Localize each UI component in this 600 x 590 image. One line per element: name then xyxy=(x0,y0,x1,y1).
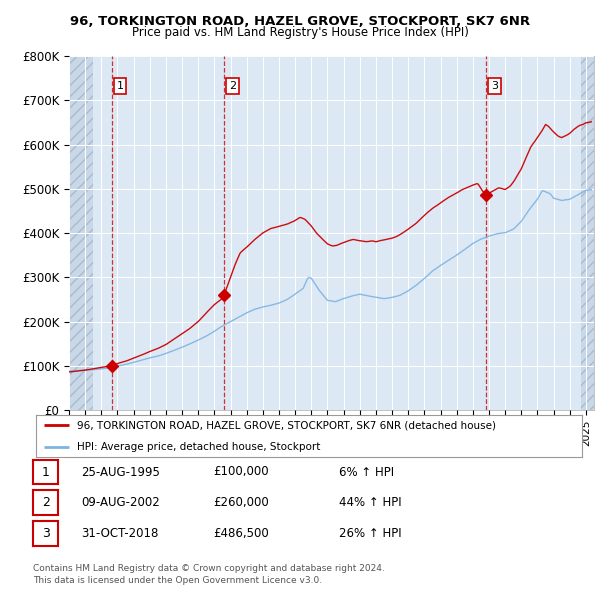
Text: £486,500: £486,500 xyxy=(213,527,269,540)
Text: 96, TORKINGTON ROAD, HAZEL GROVE, STOCKPORT, SK7 6NR (detached house): 96, TORKINGTON ROAD, HAZEL GROVE, STOCKP… xyxy=(77,421,496,430)
Text: Price paid vs. HM Land Registry's House Price Index (HPI): Price paid vs. HM Land Registry's House … xyxy=(131,26,469,39)
Text: Contains HM Land Registry data © Crown copyright and database right 2024.
This d: Contains HM Land Registry data © Crown c… xyxy=(33,565,385,585)
Text: 2: 2 xyxy=(229,81,236,91)
Text: 3: 3 xyxy=(491,81,498,91)
Text: 1: 1 xyxy=(116,81,124,91)
Bar xyxy=(69,56,93,410)
Text: 3: 3 xyxy=(41,527,50,540)
Text: 31-OCT-2018: 31-OCT-2018 xyxy=(81,527,158,540)
Text: 25-AUG-1995: 25-AUG-1995 xyxy=(81,466,160,478)
Text: 2: 2 xyxy=(41,496,50,509)
Text: 09-AUG-2002: 09-AUG-2002 xyxy=(81,496,160,509)
Bar xyxy=(581,56,594,410)
Text: 26% ↑ HPI: 26% ↑ HPI xyxy=(339,527,401,540)
Text: 96, TORKINGTON ROAD, HAZEL GROVE, STOCKPORT, SK7 6NR: 96, TORKINGTON ROAD, HAZEL GROVE, STOCKP… xyxy=(70,15,530,28)
Text: 44% ↑ HPI: 44% ↑ HPI xyxy=(339,496,401,509)
Text: HPI: Average price, detached house, Stockport: HPI: Average price, detached house, Stoc… xyxy=(77,442,320,451)
Text: £260,000: £260,000 xyxy=(213,496,269,509)
Text: 1: 1 xyxy=(41,466,50,478)
Text: £100,000: £100,000 xyxy=(213,466,269,478)
Text: 6% ↑ HPI: 6% ↑ HPI xyxy=(339,466,394,478)
